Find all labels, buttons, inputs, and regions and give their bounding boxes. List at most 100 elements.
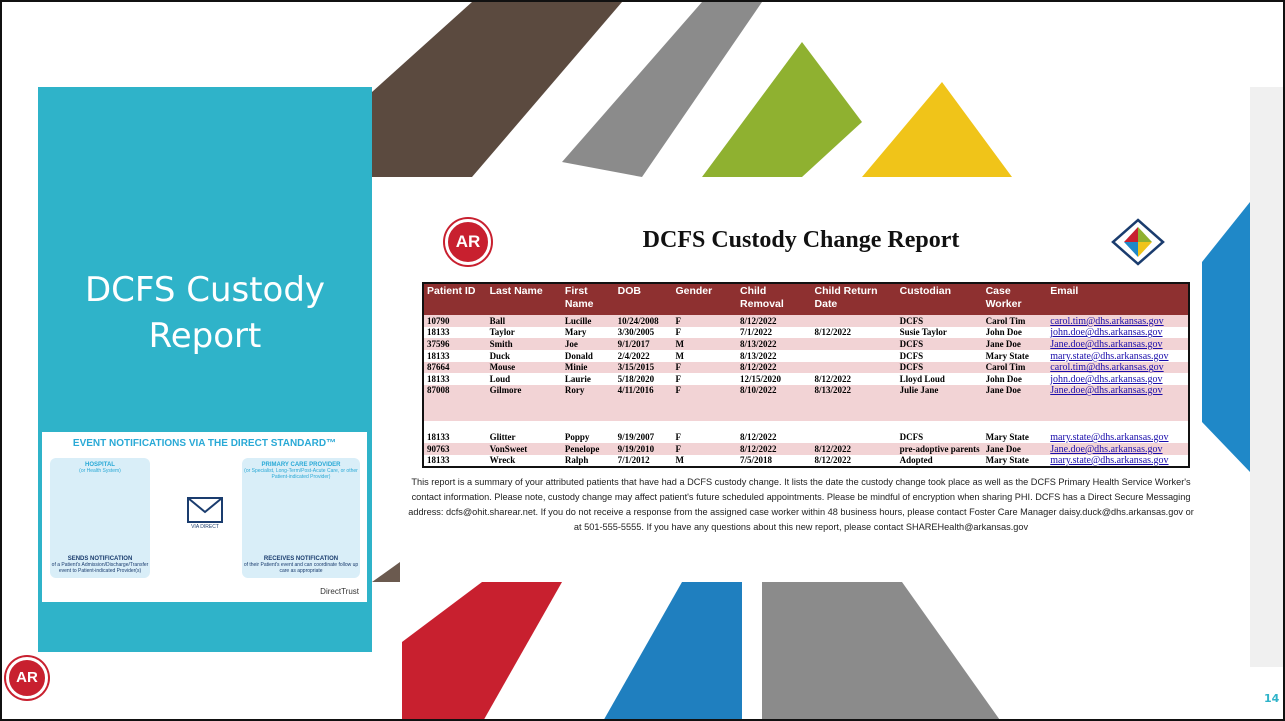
table-row: 18133 Loud Laurie 5/18/2020 F 12/15/2020 8/12/… <box>423 373 1189 385</box>
table-cell: 10/24/2008 <box>614 315 673 327</box>
table-cell: 8/13/2022 <box>740 350 777 361</box>
table-cell: DCFS <box>899 432 924 443</box>
column-header: Last Name <box>486 283 562 315</box>
table-cell: Julie Jane <box>896 385 983 422</box>
email-link[interactable]: john.doe@dhs.arkansas.gov <box>1050 374 1163 386</box>
email-link[interactable]: mary.state@dhs.arkansas.gov <box>1050 454 1169 466</box>
table-cell: 7/1/2012 <box>617 454 650 465</box>
hospital-heading: HOSPITAL <box>85 462 115 468</box>
table-row: 37596 Smith Joe 9/1/2017 M 8/13/2022 DCFS Jane … <box>423 338 1189 351</box>
table-cell: 8/10/2022 <box>737 385 812 422</box>
table-cell: Lloyd Loud <box>899 374 945 385</box>
table-cell: Lucille <box>561 315 615 327</box>
table-cell: Susie Taylor <box>899 327 947 338</box>
table-cell: 8/12/2022 <box>814 374 852 385</box>
table-cell: 5/18/2020 <box>617 374 655 385</box>
table-cell: Smith <box>486 338 562 351</box>
table-cell: F <box>672 361 738 374</box>
table-row: 87664 Mouse Minie 3/15/2015 F 8/12/2022 DCFS Ca… <box>423 361 1189 374</box>
table-cell: 8/13/2022 <box>811 385 897 422</box>
email-link[interactable]: john.doe@dhs.arkansas.gov <box>1050 327 1163 339</box>
table-cell: M <box>675 454 684 465</box>
table-cell: Taylor <box>489 327 515 338</box>
column-header: Patient ID <box>423 283 487 315</box>
table-cell: Donald <box>564 350 593 361</box>
infographic-title: EVENT NOTIFICATIONS VIA THE DIRECT STAND… <box>72 438 337 449</box>
table-cell: Mary <box>564 327 587 338</box>
email-link[interactable]: mary.state@dhs.arkansas.gov <box>1050 350 1169 362</box>
table-cell: 18133 <box>427 454 450 465</box>
table-cell: Adopted <box>899 454 933 465</box>
table-row: 87008 Gilmore Rory 4/11/2016 F 8/10/2022 8/13/… <box>423 385 1189 422</box>
table-cell: 8/12/2022 <box>811 443 897 455</box>
table-cell: Joe <box>561 338 615 351</box>
table-cell: F <box>675 327 681 338</box>
table-cell: 87008 <box>423 385 487 422</box>
table-cell: 7/5/2018 <box>740 454 773 465</box>
table-cell <box>811 361 897 374</box>
table-cell: Glitter <box>489 432 516 443</box>
table-cell: F <box>675 374 681 385</box>
table-cell <box>811 315 897 327</box>
table-cell: F <box>672 385 738 422</box>
table-cell: 18133 <box>427 327 450 338</box>
email-link[interactable]: Jane.doe@dhs.arkansas.gov <box>1047 338 1189 351</box>
report-note: This report is a summary of your attribu… <box>408 477 1194 532</box>
table-cell: pre-adoptive parents <box>896 443 983 455</box>
table-cell: DCFS <box>896 361 983 374</box>
table-cell: 8/12/2022 <box>737 361 812 374</box>
table-row: 10790 Ball Lucille 10/24/2008 F 8/12/2022 DCFS… <box>423 315 1189 327</box>
table-row: 18133 Duck Donald 2/4/2022 M 8/13/2022 DCFS Mar… <box>423 350 1189 362</box>
table-cell: 87664 <box>423 361 487 374</box>
table-cell: DCFS <box>896 338 983 351</box>
table-cell: 7/1/2022 <box>740 327 773 338</box>
email-link[interactable]: Jane.doe@dhs.arkansas.gov <box>1047 443 1189 455</box>
provider-box: PRIMARY CARE PROVIDER (or Specialist, Lo… <box>242 458 360 578</box>
email-link[interactable]: carol.tim@dhs.arkansas.gov <box>1047 315 1189 327</box>
report: AR DCFS Custody Change Report Patient ID… <box>400 177 1202 582</box>
column-header: Custodian <box>896 283 983 315</box>
brand: DirectTrust <box>320 587 359 596</box>
table-cell: M <box>672 338 738 351</box>
email-link[interactable]: mary.state@dhs.arkansas.gov <box>1050 432 1169 444</box>
provider-detail: of their Patient's event and can coordin… <box>243 562 359 574</box>
slide-title: DCFS Custody Report <box>84 270 326 356</box>
table-cell: 3/30/2005 <box>617 327 655 338</box>
table-cell <box>811 338 897 351</box>
table-cell: Mary State <box>985 350 1029 361</box>
column-header: Case Worker <box>982 283 1048 315</box>
provider-heading: PRIMARY CARE PROVIDER <box>261 462 341 468</box>
email-link[interactable]: carol.tim@dhs.arkansas.gov <box>1047 361 1189 374</box>
table-cell: Duck <box>489 350 511 361</box>
table-row: 90763 VonSweet Penelope 9/19/2010 F 8/12/2022… <box>423 443 1189 455</box>
table-cell: F <box>672 315 738 327</box>
table-cell: John Doe <box>985 374 1022 385</box>
table-cell <box>812 350 897 362</box>
provider-sub: (or Specialist, Long-Term/Post-Acute Car… <box>244 468 358 480</box>
table-cell: 18133 <box>427 350 450 361</box>
column-header: Child Return Date <box>811 283 897 315</box>
table-cell: 8/12/2022 <box>740 432 777 443</box>
table-cell: 9/19/2010 <box>614 443 673 455</box>
table-cell: 12/15/2020 <box>740 374 782 385</box>
column-header: DOB <box>614 283 673 315</box>
table-cell: 4/11/2016 <box>614 385 673 422</box>
table-cell: Ball <box>486 315 562 327</box>
custody-table: Patient ID Last Name First Name DOB Gender Ch… <box>422 282 1190 468</box>
table-cell: 10790 <box>423 315 487 327</box>
table-cell: Carol Tim <box>982 315 1048 327</box>
table-cell: Poppy <box>564 432 590 443</box>
report-title: DCFS Custody Change Report <box>642 227 960 253</box>
column-header: Gender <box>672 283 738 315</box>
table-cell: Penelope <box>561 443 615 455</box>
table-row: 18133 Wreck Ralph 7/1/2012 M 7/5/2018 8/12/202… <box>423 455 1189 467</box>
slide-logo: AR <box>6 657 48 699</box>
email-link[interactable]: Jane.doe@dhs.arkansas.gov <box>1047 385 1189 422</box>
table-cell: 8/12/2022 <box>737 315 812 327</box>
infographic: EVENT NOTIFICATIONS VIA THE DIRECT STAND… <box>42 432 367 602</box>
table-cell: John Doe <box>985 327 1022 338</box>
table-cell: Jane Doe <box>982 338 1048 351</box>
table-cell <box>812 421 897 443</box>
table-cell: Ralph <box>564 454 589 465</box>
table-cell: 8/12/2022 <box>814 327 852 338</box>
